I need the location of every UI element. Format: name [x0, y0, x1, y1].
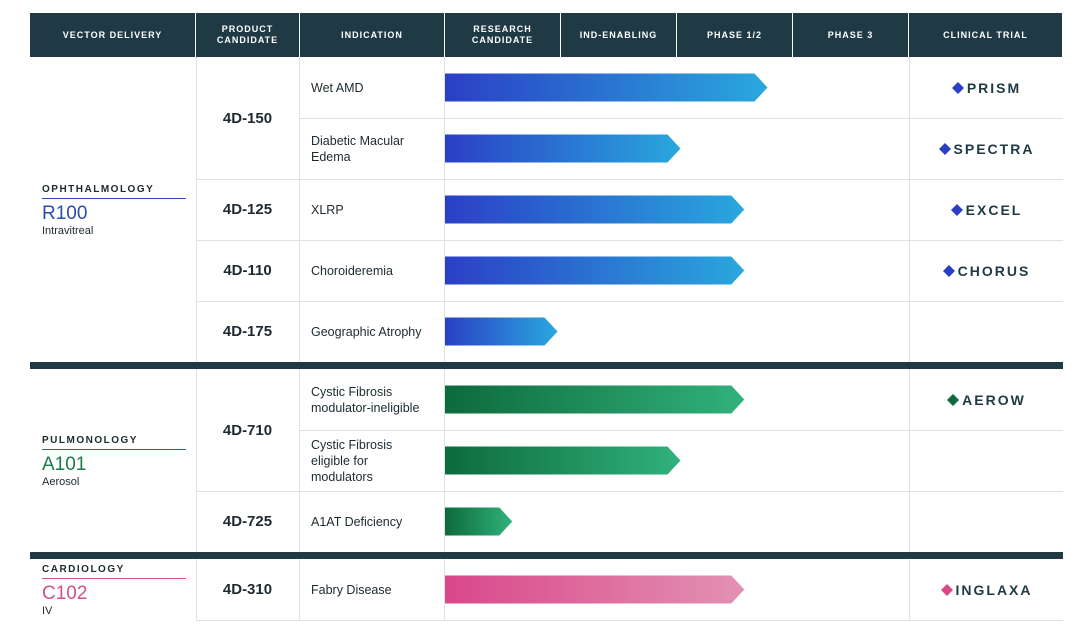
product-candidate: 4D-150	[196, 57, 300, 179]
route: IV	[42, 604, 53, 617]
indication: Diabetic Macular Edema	[300, 118, 445, 179]
area-name: OPHTHALMOLOGY	[42, 184, 186, 199]
header-cell: VECTOR DELIVERY	[30, 13, 196, 57]
trial-divider	[909, 57, 910, 118]
area-block: OPHTHALMOLOGY R100 Intravitreal	[42, 184, 186, 237]
trial-divider	[909, 179, 910, 240]
header-cell: PHASE 1/2	[677, 13, 793, 57]
bar-area	[445, 317, 558, 346]
clinical-trial: CHORUS	[909, 240, 1063, 301]
row-line	[196, 179, 1063, 180]
progress-bar	[445, 507, 513, 536]
trial-icon	[940, 583, 953, 596]
clinical-trial: INGLAXA	[909, 559, 1063, 620]
progress-bar	[445, 195, 745, 224]
area-block: PULMONOLOGY A101 Aerosol	[42, 435, 186, 488]
indication: Geographic Atrophy	[300, 301, 445, 362]
progress-bar	[445, 134, 681, 163]
trial-name: AEROW	[962, 391, 1026, 408]
row-line	[300, 118, 1063, 119]
product-candidate: 4D-110	[196, 240, 300, 301]
clinical-trial: SPECTRA	[909, 118, 1063, 179]
program-code: C102	[42, 582, 88, 604]
product-candidate: 4D-710	[196, 369, 300, 491]
product-candidate: 4D-125	[196, 179, 300, 240]
trial-icon	[950, 203, 963, 216]
indication: A1AT Deficiency	[300, 491, 445, 552]
trial-icon	[951, 81, 964, 94]
stage-divider	[196, 57, 197, 362]
route: Intravitreal	[42, 224, 94, 237]
row-line	[196, 240, 1063, 241]
trial-divider	[909, 118, 910, 179]
trial-empty	[909, 491, 1063, 552]
header-cell: PRODUCT CANDIDATE	[196, 13, 300, 57]
indication: XLRP	[300, 179, 445, 240]
header-cell: PHASE 3	[793, 13, 909, 57]
route: Aerosol	[42, 475, 80, 488]
indication: Cystic Fibrosis modulator-ineligible	[300, 369, 445, 430]
bar-area	[445, 256, 745, 285]
clinical-trial: AEROW	[909, 369, 1063, 430]
header-cell: INDICATION	[300, 13, 445, 57]
trial-name: INGLAXA	[955, 581, 1033, 598]
area-name: PULMONOLOGY	[42, 435, 186, 450]
trial-divider	[909, 301, 910, 362]
row-line	[300, 430, 1063, 431]
trial-name: SPECTRA	[953, 140, 1035, 157]
area-block: CARDIOLOGY C102 IV	[42, 564, 186, 617]
header-cell: CLINICAL TRIAL	[909, 13, 1063, 57]
trial-divider	[909, 559, 910, 620]
progress-bar	[445, 73, 768, 102]
trial-name: CHORUS	[957, 262, 1031, 279]
indication: Wet AMD	[300, 57, 445, 118]
bar-area	[445, 507, 513, 536]
bar-area	[445, 385, 745, 414]
progress-bar	[445, 385, 745, 414]
bar-area	[445, 134, 681, 163]
area-name: CARDIOLOGY	[42, 564, 186, 579]
trial-empty	[909, 301, 1063, 362]
product-candidate: 4D-310	[196, 559, 300, 620]
progress-bar	[445, 446, 681, 475]
indication: Cystic Fibrosis eligible for modulators	[300, 430, 445, 491]
stage-divider	[196, 369, 197, 552]
stage-divider	[196, 559, 197, 620]
row-line	[196, 620, 1063, 621]
trial-icon	[938, 142, 951, 155]
trial-name: PRISM	[966, 79, 1022, 96]
bar-area	[445, 575, 745, 604]
clinical-trial: PRISM	[909, 57, 1063, 118]
trial-divider	[909, 430, 910, 491]
bar-area	[445, 446, 681, 475]
indication: Choroideremia	[300, 240, 445, 301]
progress-bar	[445, 256, 745, 285]
trial-empty	[909, 430, 1063, 491]
trial-divider	[909, 240, 910, 301]
product-candidate: 4D-175	[196, 301, 300, 362]
header-cell: RESEARCH CANDIDATE	[445, 13, 561, 57]
progress-bar	[445, 317, 558, 346]
clinical-trial: EXCEL	[909, 179, 1063, 240]
header-cell: IND-ENABLING	[561, 13, 677, 57]
group-separator	[30, 552, 1063, 559]
indication: Fabry Disease	[300, 559, 445, 620]
group-separator	[30, 362, 1063, 369]
trial-divider	[909, 369, 910, 430]
trial-icon	[942, 264, 955, 277]
trial-name: EXCEL	[965, 201, 1023, 218]
bar-area	[445, 73, 768, 102]
trial-divider	[909, 491, 910, 552]
progress-bar	[445, 575, 745, 604]
program-code: R100	[42, 202, 88, 224]
row-line	[196, 491, 1063, 492]
trial-icon	[947, 393, 960, 406]
program-code: A101	[42, 453, 87, 475]
row-line	[196, 301, 1063, 302]
product-candidate: 4D-725	[196, 491, 300, 552]
bar-area	[445, 195, 745, 224]
